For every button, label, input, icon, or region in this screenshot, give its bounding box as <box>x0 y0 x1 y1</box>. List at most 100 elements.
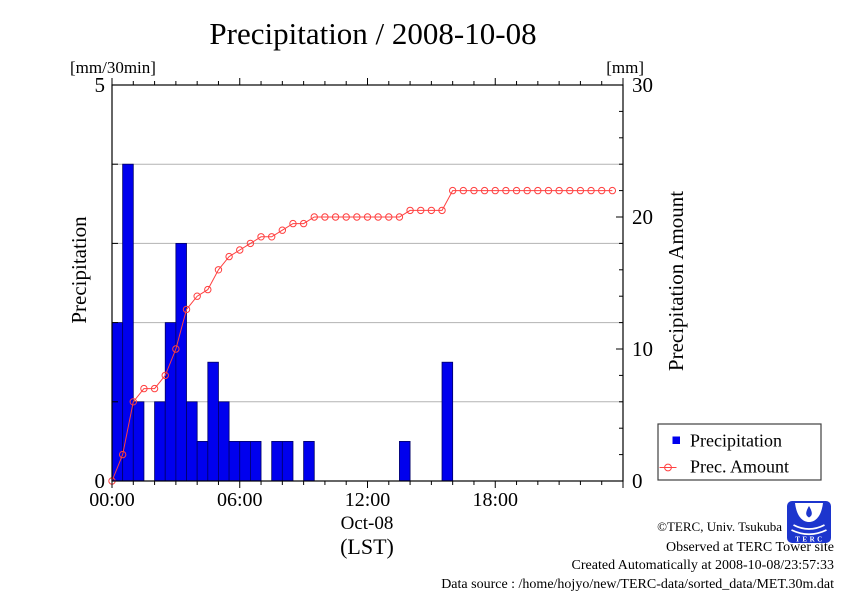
prec-amount-marker <box>182 305 191 314</box>
precipitation-bar <box>122 163 134 482</box>
created-timestamp-text: Created Automatically at 2008-10-08/23:5… <box>572 558 834 573</box>
x-tick-label: 12:00 <box>345 489 391 511</box>
x-tick-label: 18:00 <box>472 489 518 511</box>
x-axis-date-label: Oct-08 <box>341 513 394 534</box>
precipitation-bar <box>218 401 230 482</box>
left-tick-label: 5 <box>95 73 106 97</box>
precipitation-bar <box>281 440 294 482</box>
prec-amount-marker <box>406 206 414 215</box>
left-axis-unit: [mm/30min] <box>70 58 156 77</box>
precipitation-bar <box>175 242 187 482</box>
legend-prec-amount-label: Prec. Amount <box>690 457 789 477</box>
ticks-layer <box>111 78 624 488</box>
prec-amount-marker <box>150 384 159 393</box>
precipitation-bar <box>441 361 454 482</box>
prec-amount-marker <box>448 186 457 195</box>
terc-logo: TERC <box>787 501 831 544</box>
left-axis-label: Precipitation <box>67 216 91 324</box>
tick-labels-layer: 00:00 06:00 12:00 18:00 0 5 0 10 20 30 <box>89 73 653 511</box>
precipitation-bar <box>399 440 411 482</box>
prec-amount-marker <box>523 186 531 195</box>
prec-amount-marker <box>395 213 404 221</box>
terc-logo-text: TERC <box>795 536 824 544</box>
prec-amount-marker <box>267 233 276 241</box>
legend-box <box>657 423 822 481</box>
chart-title: Precipitation / 2008-10-08 <box>209 16 536 51</box>
prec-amount-marker <box>502 186 510 195</box>
x-tick-label: 00:00 <box>89 489 135 511</box>
precipitation-bar <box>239 440 251 482</box>
right-tick-label: 30 <box>632 73 653 97</box>
precipitation-bar <box>154 401 166 482</box>
prec-amount-marker <box>374 213 382 221</box>
prec-amount-marker <box>459 186 468 195</box>
prec-amount-marker <box>353 213 361 221</box>
prec-amount-marker <box>417 206 425 215</box>
prec-amount-marker <box>118 450 127 459</box>
data-source-text: Data source : /home/hojyo/new/TERC-data/… <box>441 577 834 592</box>
legend-prec-amount-marker-icon <box>664 463 672 472</box>
precipitation-bar <box>249 440 262 482</box>
prec-amount-marker <box>225 252 233 261</box>
x-axis-clock-label: (LST) <box>340 534 394 559</box>
prec-amount-marker <box>342 213 350 221</box>
prec-amount-marker <box>299 219 308 228</box>
prec-amount-marker <box>257 233 265 241</box>
legend-precipitation-marker-icon <box>672 436 680 444</box>
copyright-text: ©TERC, Univ. Tsukuba <box>657 519 782 534</box>
right-tick-label: 20 <box>632 205 653 229</box>
prec-amount-marker <box>236 246 244 254</box>
prec-amount-marker <box>576 186 585 195</box>
precipitation-bar <box>303 440 315 482</box>
prec-amount-line <box>111 190 613 482</box>
prec-amount-marker <box>491 186 499 195</box>
observed-site-text: Observed at TERC Tower site <box>666 540 834 555</box>
precipitation-bar <box>196 440 209 482</box>
terc-logo-wave1-icon <box>793 524 825 530</box>
prec-amount-marker <box>214 266 223 274</box>
precipitation-bar <box>132 401 145 482</box>
precipitation-bar <box>186 401 198 482</box>
right-tick-label: 0 <box>632 469 643 493</box>
right-tick-label: 10 <box>632 337 653 361</box>
legend-precipitation-label: Precipitation <box>690 431 782 451</box>
prec-amount-marker <box>161 371 169 380</box>
prec-amount-marker <box>608 186 617 195</box>
prec-amount-marker <box>438 206 446 215</box>
prec-amount-marker <box>289 219 297 228</box>
precipitation-bar <box>271 440 283 482</box>
right-axis-label: Precipitation Amount <box>664 191 688 371</box>
x-tick-label: 06:00 <box>217 489 263 511</box>
terc-logo-drop-icon <box>806 506 812 518</box>
prec-amount-marker <box>555 186 563 195</box>
footer-annotations: ©TERC, Univ. Tsukuba Observed at TERC To… <box>441 519 834 592</box>
prec-amount-marker <box>129 398 137 406</box>
prec-amount-marker <box>363 213 372 221</box>
right-axis-unit: [mm] <box>606 58 644 77</box>
prec-amount-marker <box>204 285 212 294</box>
precipitation-bar <box>207 361 219 482</box>
prec-amount-marker <box>587 186 595 195</box>
prec-amount-marker <box>172 345 180 353</box>
prec-amount-marker <box>385 213 393 221</box>
prec-amount-marker <box>427 206 436 215</box>
bars-layer <box>111 163 454 482</box>
legend: Precipitation Prec. Amount <box>657 423 822 481</box>
prec-amount-marker <box>566 186 574 195</box>
prec-amount-marker <box>278 226 287 234</box>
prec-amount-marker <box>246 239 255 248</box>
prec-amount-marker <box>321 213 329 221</box>
terc-logo-wave2-icon <box>791 529 827 536</box>
prec-amount-marker <box>480 186 489 195</box>
prec-amount-marker <box>310 213 318 221</box>
precipitation-bar <box>228 440 241 482</box>
prec-amount-marker <box>140 384 148 393</box>
prec-amount-marker <box>193 292 201 300</box>
prec-amount-marker <box>534 186 542 195</box>
prec-amount-marker <box>470 186 478 195</box>
prec-amount-marker <box>512 186 521 195</box>
prec-amount-marker <box>598 186 606 195</box>
